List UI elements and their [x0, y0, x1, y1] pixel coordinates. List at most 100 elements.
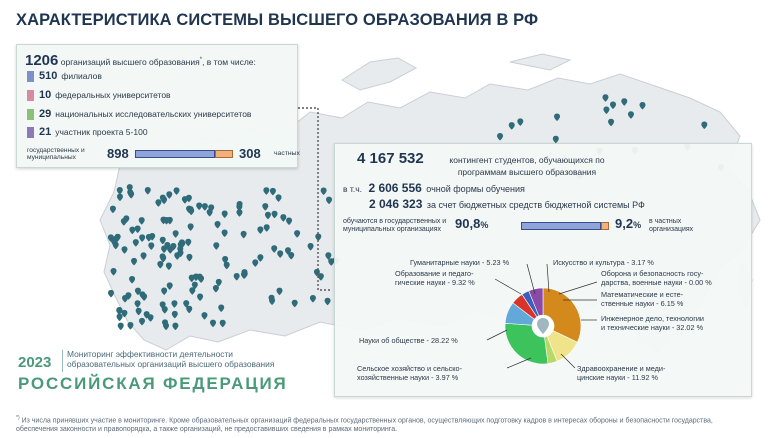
university-pin-icon: [127, 189, 134, 197]
university-pin-icon: [213, 242, 220, 250]
university-pin-icon: [215, 278, 222, 287]
university-pin-icon: [219, 319, 226, 328]
university-pin-icon: [257, 226, 264, 234]
org-row-federal: 10 федеральных университетов: [27, 89, 171, 101]
org-row-label: участник проекта 5-100: [55, 127, 148, 137]
university-pin-icon: [143, 311, 150, 319]
university-pin-icon: [263, 187, 270, 195]
university-pin-icon: [262, 203, 269, 211]
university-pin-icon: [177, 249, 184, 258]
university-pin-icon: [161, 306, 168, 314]
university-pin-icon: [276, 287, 283, 296]
university-pin-icon: [129, 226, 136, 235]
university-pin-icon: [161, 287, 168, 295]
footnote-text: Из числа принявших участие в мониторинге…: [16, 417, 713, 433]
university-pin-icon: [268, 294, 275, 303]
university-pin-icon: [145, 234, 152, 242]
university-pin-icon: [139, 317, 146, 326]
university-pin-icon: [172, 322, 179, 331]
university-pin-icon: [186, 305, 193, 314]
university-pin-icon: [171, 300, 178, 308]
pct-sign: %: [480, 220, 489, 230]
university-pin-icon: [263, 224, 270, 232]
university-pin-icon: [109, 205, 116, 214]
university-pin-icon: [508, 122, 515, 130]
pie-leader-lines: [486, 263, 598, 369]
students-total-value: 4 167 532: [357, 150, 424, 167]
university-pin-icon: [144, 187, 151, 195]
university-pin-icon: [277, 250, 284, 258]
university-pin-icon: [193, 273, 200, 281]
pie-label-social: Науки об обществе - 28.22 %: [359, 336, 458, 345]
university-pin-icon: [326, 196, 333, 205]
university-pin-icon: [191, 281, 198, 290]
university-pin-icon: [159, 236, 166, 245]
university-pin-icon: [271, 245, 278, 253]
public-pct-value: 90,8: [455, 216, 481, 231]
organizations-total-text: организаций высшего образования: [58, 57, 200, 67]
university-pin-icon: [167, 246, 174, 254]
university-pin-icon: [188, 207, 195, 216]
pie-label-agri: Сельское хозяйство и сельско- хозяйствен…: [357, 364, 463, 382]
university-pin-icon: [264, 211, 271, 220]
organizations-count: 1206: [25, 52, 59, 69]
public-students-label: обучаются в государственных и муниципаль…: [343, 218, 447, 233]
university-pin-icon: [221, 210, 228, 218]
university-pin-icon: [126, 184, 133, 192]
private-orgs-value: 308: [239, 146, 261, 161]
budget-value: 2 046 323: [369, 197, 423, 211]
org-row-value: 29: [39, 108, 52, 120]
university-pin-icon: [181, 196, 188, 204]
university-pin-icon: [236, 200, 243, 209]
university-pin-icon: [166, 282, 173, 290]
university-pin-icon: [602, 94, 609, 102]
public-orgs-bar-fill: [135, 150, 215, 158]
university-pin-icon: [121, 309, 128, 318]
university-pin-icon: [183, 300, 190, 308]
brand-year: 2023: [18, 354, 52, 371]
university-pin-icon: [317, 273, 324, 281]
org-row-label: филиалов: [61, 71, 102, 81]
university-pin-icon: [110, 268, 117, 276]
university-pin-icon: [627, 111, 634, 119]
pie-label-humanities: Гуманитарные науки - 5.23 %: [410, 258, 510, 267]
university-pin-icon: [210, 319, 217, 328]
callout-dotted-line: [298, 107, 330, 291]
university-pin-icon: [116, 313, 123, 322]
university-pin-icon: [116, 193, 123, 202]
university-pin-icon: [517, 118, 524, 126]
university-pin-icon: [155, 199, 162, 207]
university-pin-icon: [608, 118, 615, 127]
pie-slice-0: [542, 287, 582, 343]
university-pin-icon: [116, 307, 123, 315]
university-pin-icon: [138, 217, 145, 225]
legend-swatch: [27, 108, 34, 120]
university-pin-icon: [307, 243, 314, 251]
org-row-value: 10: [39, 89, 52, 101]
students-panel: 4 167 532 контингент студентов, обучающи…: [334, 143, 752, 397]
university-pin-icon: [132, 239, 139, 247]
private-orgs-label: частных: [274, 150, 300, 157]
university-pin-icon: [552, 135, 559, 144]
university-pin-icon: [241, 269, 248, 277]
legend-swatch: [27, 70, 34, 82]
org-row-value: 510: [39, 70, 58, 82]
university-pin-icon: [196, 202, 203, 210]
university-pin-icon: [131, 257, 138, 266]
university-pin-icon: [257, 254, 264, 262]
legend-swatch: [27, 126, 34, 138]
university-pin-icon: [252, 259, 259, 267]
pct-sign: %: [633, 220, 642, 230]
footnote-mark: *): [16, 415, 20, 421]
university-pin-icon: [201, 312, 208, 320]
university-pin-icon: [134, 225, 141, 233]
university-pin-icon: [324, 297, 331, 306]
university-pin-icon: [214, 221, 221, 229]
university-pin-icon: [165, 262, 172, 271]
brand-country: РОССИЙСКАЯ ФЕДЕРАЦИЯ: [18, 374, 288, 393]
university-pins: [107, 94, 724, 331]
organizations-total-suffix: , в том числе:: [202, 57, 256, 67]
private-pct-value: 9,2: [615, 216, 634, 231]
university-pin-icon: [240, 230, 247, 239]
university-pin-icon: [159, 253, 166, 261]
